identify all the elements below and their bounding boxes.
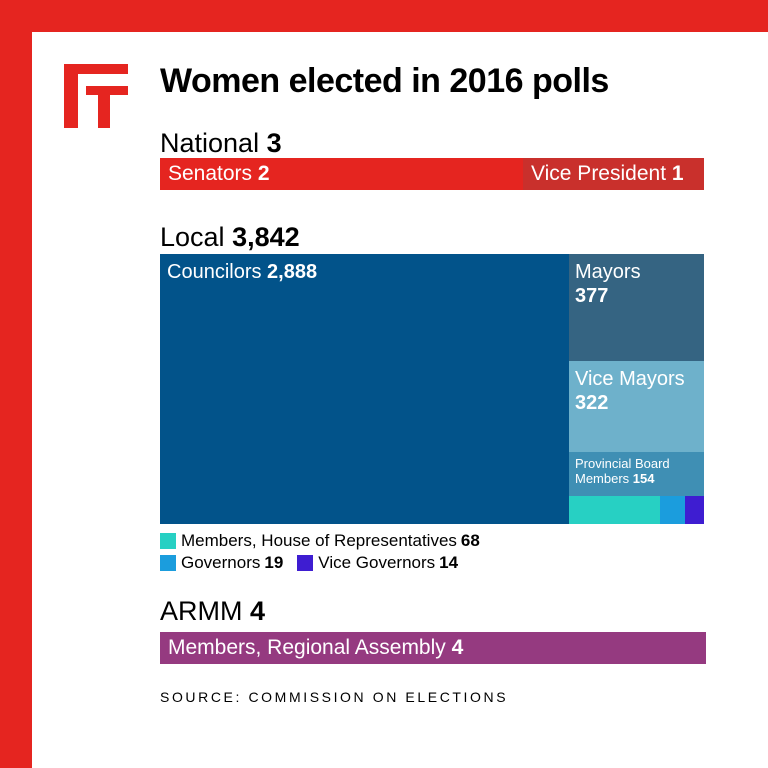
national-name: National <box>160 128 260 158</box>
cell-governors <box>660 496 685 524</box>
armm-bar-regional-assembly: Members, Regional Assembly 4 <box>160 632 706 664</box>
legend: Members, House of Representatives 68 Gov… <box>160 530 480 574</box>
cell-vice-mayors-label: Vice Mayors <box>575 368 685 390</box>
legend-value-house: 68 <box>460 531 480 550</box>
cell-vice-mayors: Vice Mayors 322 <box>569 361 704 452</box>
local-name: Local <box>160 222 225 252</box>
cell-vice-mayors-value: 322 <box>575 392 609 414</box>
legend-swatch-governors <box>160 555 176 571</box>
national-bar-senators: Senators 2 <box>160 158 523 190</box>
cell-mayors: Mayors 377 <box>569 254 704 361</box>
armm-bar-regional-assembly-label: Members, Regional Assembly <box>168 636 452 659</box>
legend-swatch-vice-governors <box>297 555 314 571</box>
source-note: SOURCE: COMMISSION ON ELECTIONS <box>160 689 509 705</box>
legend-value-vice-governors: 14 <box>439 553 459 572</box>
cell-provincial-board-value: 154 <box>632 471 655 486</box>
cell-provincial-board: Provincial Board Members 154 <box>569 452 704 496</box>
armm-name: ARMM <box>160 596 243 626</box>
chart-title: Women elected in 2016 polls <box>160 62 609 100</box>
cell-councilors-value: 2,888 <box>267 261 318 283</box>
legend-row-governors: Governors 19 Vice Governors 14 <box>160 552 480 574</box>
legend-item-house: Members, House of Representatives 68 <box>160 530 480 552</box>
armm-label: ARMM 4 <box>160 596 265 627</box>
cell-mayors-value: 377 <box>575 285 609 307</box>
armm-bar-regional-assembly-value: 4 <box>451 636 464 659</box>
national-total: 3 <box>266 128 282 158</box>
cell-vice-governors <box>685 496 704 524</box>
local-label: Local 3,842 <box>160 222 300 253</box>
legend-value-governors: 19 <box>264 553 284 572</box>
armm-total: 4 <box>250 596 266 626</box>
national-label: National 3 <box>160 128 282 159</box>
legend-label-house: Members, House of Representatives <box>181 531 457 550</box>
national-bar-vice-president-value: 1 <box>671 162 684 185</box>
cell-mayors-label: Mayors <box>575 261 641 283</box>
cell-house-reps <box>569 496 660 524</box>
cell-councilors: Councilors 2,888 <box>160 254 569 524</box>
cell-provincial-board-label: Provincial Board Members 154 <box>575 456 670 486</box>
national-bar-senators-value: 2 <box>257 162 270 185</box>
logo-icon <box>64 64 128 128</box>
cell-councilors-label: Councilors <box>167 261 268 283</box>
legend-label-governors: Governors <box>181 553 261 572</box>
legend-label-vice-governors: Vice Governors <box>318 553 436 572</box>
national-bar-senators-label: Senators <box>168 162 258 185</box>
national-bar-vice-president: Vice President 1 <box>523 158 704 190</box>
local-total: 3,842 <box>232 222 300 252</box>
legend-swatch-house <box>160 533 176 549</box>
national-bar-vice-president-label: Vice President <box>531 162 672 185</box>
